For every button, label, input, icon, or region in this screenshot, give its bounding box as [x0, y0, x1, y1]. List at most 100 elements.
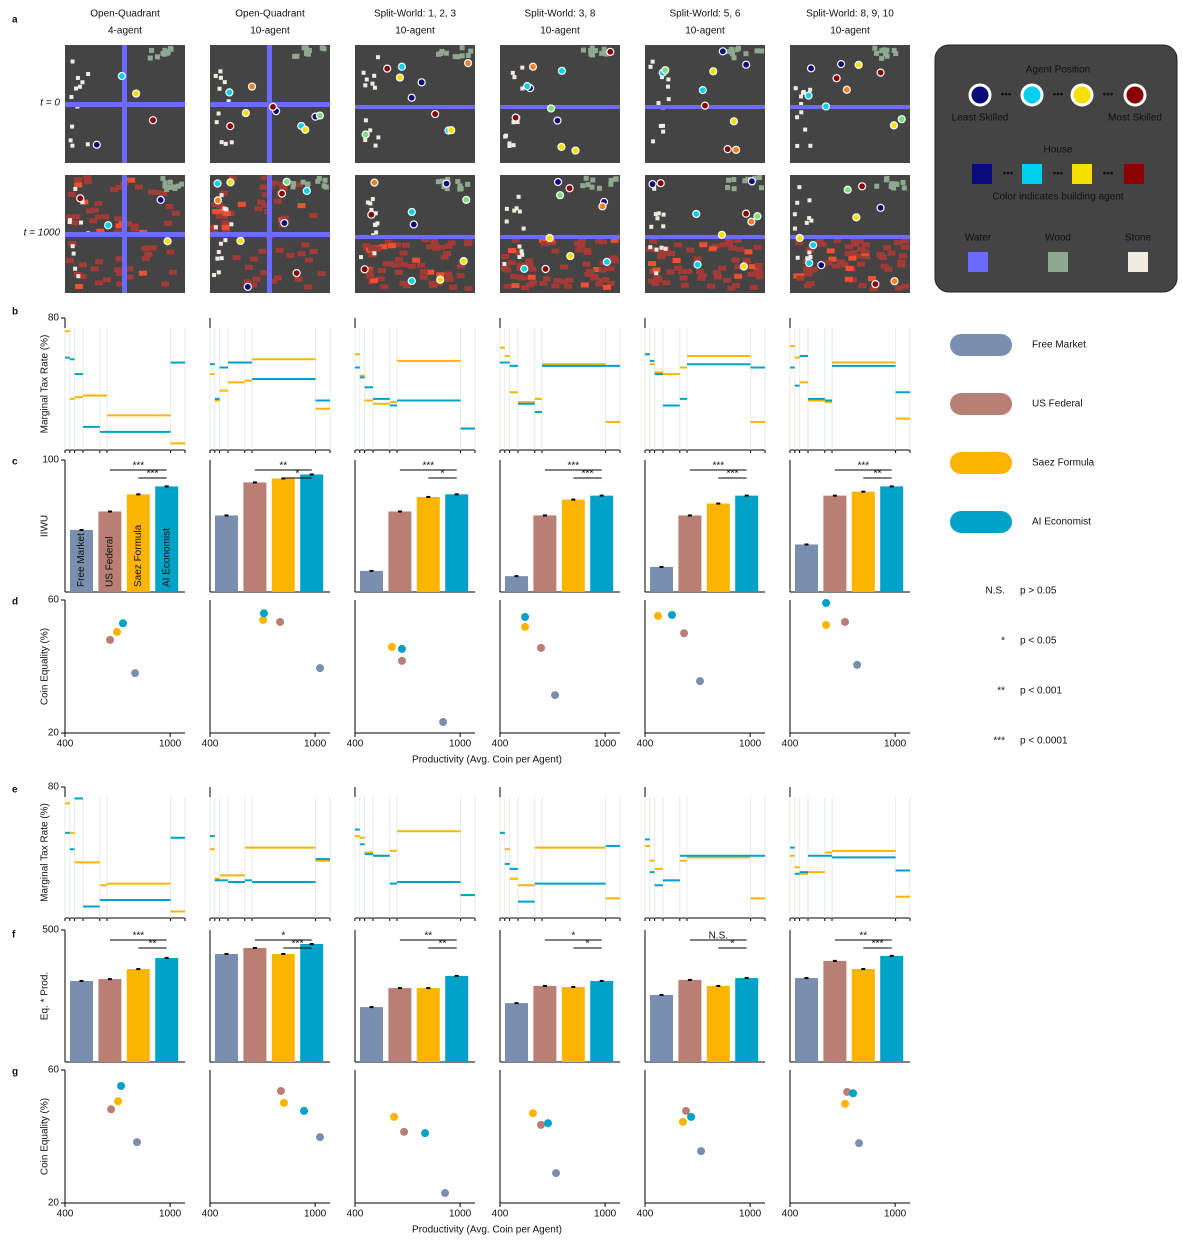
column-title: Split-World: 1, 2, 3 — [374, 9, 457, 20]
significance-text: p < 0.0001 — [1020, 736, 1068, 747]
agent — [739, 262, 748, 271]
wood — [608, 181, 614, 187]
stone — [70, 124, 75, 129]
house — [159, 191, 168, 197]
house — [110, 186, 119, 192]
stone — [504, 219, 509, 224]
point — [131, 669, 140, 678]
point — [279, 1098, 288, 1107]
agent — [602, 257, 611, 266]
agent — [148, 116, 158, 125]
agent — [117, 71, 126, 81]
house — [95, 259, 104, 265]
house — [222, 211, 231, 217]
agent — [360, 265, 369, 274]
significance-label: *** — [872, 939, 884, 950]
stone — [68, 138, 73, 143]
stone — [649, 224, 654, 229]
house — [70, 220, 79, 226]
stone — [370, 81, 375, 86]
house — [407, 263, 416, 269]
house — [95, 214, 104, 220]
x-tick-label: 400 — [782, 739, 799, 750]
panel-letter: f — [12, 930, 16, 941]
house — [221, 224, 230, 230]
wood — [149, 47, 155, 53]
house — [560, 279, 569, 285]
column-title: 10-agent — [395, 26, 435, 37]
house — [887, 250, 896, 256]
house — [114, 267, 123, 273]
point — [441, 1189, 450, 1198]
agent — [821, 102, 831, 111]
x-tick-label: 400 — [57, 739, 74, 750]
house — [130, 223, 139, 229]
agent — [723, 145, 732, 154]
water — [355, 105, 475, 109]
water — [790, 235, 910, 239]
house — [449, 284, 458, 290]
house — [711, 243, 720, 249]
bar — [880, 486, 904, 592]
stone — [71, 251, 76, 256]
house — [75, 283, 84, 289]
house — [684, 268, 693, 274]
house — [733, 237, 742, 243]
bar — [243, 482, 267, 592]
agent — [656, 179, 665, 188]
wood — [168, 46, 174, 52]
point — [843, 1087, 852, 1096]
point — [552, 1169, 561, 1178]
stone — [219, 193, 224, 198]
house — [221, 220, 230, 226]
stone — [372, 73, 377, 78]
house — [237, 201, 246, 207]
house — [399, 250, 408, 256]
house — [901, 238, 910, 244]
panel-letter: b — [12, 307, 18, 318]
wood — [889, 181, 895, 187]
house — [90, 207, 99, 213]
x-tick-label: 1000 — [739, 1209, 762, 1220]
significance-label: *** — [857, 461, 869, 472]
significance-label: *** — [132, 461, 144, 472]
house — [101, 214, 110, 220]
significance-label: ** — [149, 939, 157, 950]
wood — [305, 51, 311, 57]
house — [417, 262, 426, 268]
significance-label: *** — [292, 939, 304, 950]
agent — [301, 125, 310, 134]
column-title: 10-agent — [250, 26, 290, 37]
house — [212, 209, 221, 215]
agent — [717, 230, 726, 239]
stone — [375, 55, 380, 60]
wood — [167, 184, 173, 190]
column-title: Open-Quadrant — [90, 9, 160, 20]
agent — [742, 60, 751, 69]
house — [243, 279, 252, 285]
legend-label: AI Economist — [1032, 517, 1091, 528]
significance-text: p > 0.05 — [1020, 586, 1057, 597]
agent — [806, 64, 816, 73]
point — [118, 619, 127, 628]
point — [687, 1112, 696, 1121]
house — [275, 247, 284, 253]
stone — [799, 110, 804, 115]
stone — [799, 94, 804, 99]
wood — [162, 47, 168, 53]
house — [115, 184, 124, 190]
house — [696, 268, 705, 274]
wood — [900, 179, 906, 185]
house — [280, 215, 289, 221]
stone — [510, 70, 515, 75]
stone — [70, 59, 75, 64]
point — [551, 691, 560, 700]
house — [848, 277, 857, 283]
stone — [370, 197, 375, 202]
bar — [678, 979, 702, 1062]
ellipsis: ••• — [1053, 90, 1064, 101]
wood — [306, 48, 312, 54]
house — [603, 284, 612, 290]
agent — [709, 67, 718, 76]
agent — [213, 196, 223, 205]
